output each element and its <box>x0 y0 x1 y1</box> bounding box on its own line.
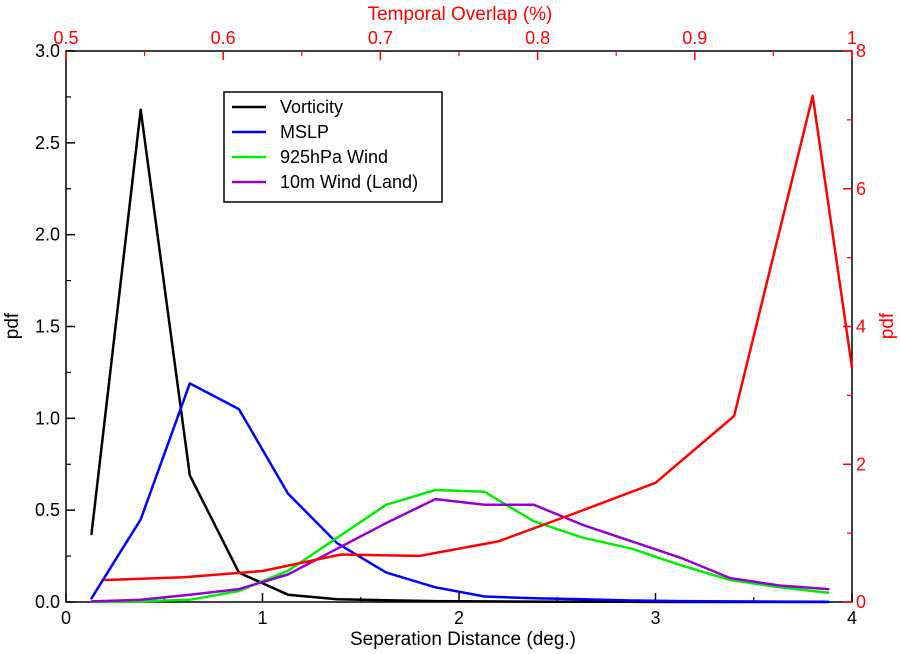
y-tick-label: 2.5 <box>35 133 60 153</box>
legend-label-925hpa-wind: 925hPa Wind <box>280 147 388 167</box>
series-layer <box>90 94 854 604</box>
y-tick-label: 2.0 <box>35 225 60 245</box>
x2-tick-label: 0.8 <box>525 28 550 48</box>
x-axis-title: Seperation Distance (deg.) <box>350 629 576 650</box>
y-tick-label: 1.0 <box>35 408 60 428</box>
right-axis: 0 2 4 6 8 <box>843 41 866 612</box>
x2-tick-label: 0.5 <box>53 28 78 48</box>
series-line-10m-wind-land <box>90 497 830 603</box>
series-line-mslp <box>90 382 830 604</box>
x2-tick-label: 0.7 <box>368 28 393 48</box>
y2-tick-label: 0 <box>856 592 866 612</box>
x-tick-label: 0 <box>61 608 71 628</box>
x-tick-label: 3 <box>650 608 660 628</box>
legend-label-mslp: MSLP <box>280 122 329 142</box>
y-tick-label: 1.5 <box>35 317 60 337</box>
y2-tick-label: 8 <box>856 41 866 61</box>
y-tick-label: 0.5 <box>35 500 60 520</box>
y2-tick-label: 6 <box>856 179 866 199</box>
x2-tick-label: 0.9 <box>682 28 707 48</box>
x2-tick-label: 1 <box>847 28 857 48</box>
series-line-925hpa-wind <box>90 488 830 604</box>
x2-axis-title: Temporal Overlap (%) <box>368 4 553 25</box>
plot-area <box>65 50 853 603</box>
y-tick-label: 0.0 <box>35 592 60 612</box>
y-tick-label: 3.0 <box>35 41 60 61</box>
x-tick-label: 4 <box>847 608 857 628</box>
series-line-temporal-overlap <box>104 94 854 582</box>
x2-tick-label: 0.6 <box>211 28 236 48</box>
x-tick-label: 1 <box>257 608 267 628</box>
legend-box <box>223 91 443 203</box>
y2-axis-title: pdf <box>877 312 898 339</box>
y2-tick-label: 4 <box>856 317 866 337</box>
left-axis: 0.0 0.5 1.0 1.5 2.0 2.5 3.0 <box>35 41 75 612</box>
legend: Vorticity MSLP 925hPa Wind 10m Wind (Lan… <box>223 91 443 203</box>
legend-label-10m-wind-land: 10m Wind (Land) <box>280 172 418 192</box>
top-axis: 0.5 0.6 0.7 0.8 0.9 1 <box>53 28 857 60</box>
y-axis-title: pdf <box>2 312 23 339</box>
y2-tick-label: 2 <box>856 454 866 474</box>
legend-label-vorticity: Vorticity <box>280 97 343 117</box>
x-tick-label: 2 <box>454 608 464 628</box>
